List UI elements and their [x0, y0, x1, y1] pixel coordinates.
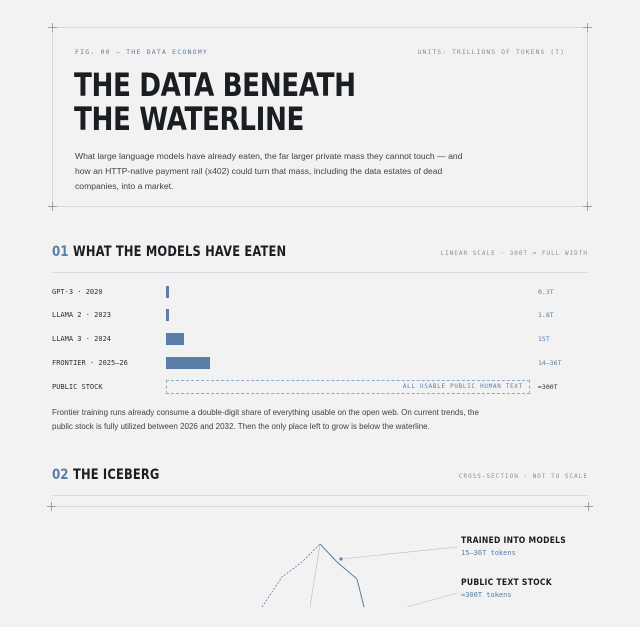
chart-caption: Frontier training runs already consume a…	[52, 408, 479, 431]
hero-description: What large language models have already …	[75, 151, 463, 191]
crosshair-icon	[48, 23, 58, 33]
bar-category-label: LLAMA 3 · 2024	[52, 335, 112, 343]
hero-panel: FIG. 00 — THE DATA ECONOMY UNITS: TRILLI…	[48, 23, 592, 211]
crosshair-icon	[47, 502, 57, 512]
bar	[166, 333, 185, 345]
callout-sub-models: 15–36T tokens	[461, 549, 516, 557]
section-header-models: 01 WHAT THE MODELS HAVE EATEN LINEAR SCA…	[52, 240, 588, 273]
section-title: THE ICEBERG	[73, 467, 160, 483]
bar-row: LLAMA 2 · 2023 1.8T	[52, 308, 588, 322]
section-note: CROSS-SECTION · NOT TO SCALE	[458, 473, 588, 480]
bar-category-label: LLAMA 2 · 2023	[52, 311, 112, 319]
callout-sub-public: ≈300T tokens	[461, 591, 512, 599]
bar-value-label: 1.8T	[538, 311, 554, 319]
bar	[166, 286, 169, 298]
bar-category-label: FRONTIER · 2025–26	[52, 359, 128, 367]
section-header-iceberg: 02 THE ICEBERG CROSS-SECTION · NOT TO SC…	[52, 463, 588, 496]
page-title-line-2: THE WATERLINE	[74, 100, 305, 138]
callout-title-public: PUBLIC TEXT STOCK	[461, 578, 552, 588]
iceberg-diagram: TRAINED INTO MODELS 15–36T tokens PUBLIC…	[47, 502, 593, 627]
bar-track	[166, 285, 530, 299]
bar-track	[166, 356, 530, 370]
section-title: WHAT THE MODELS HAVE EATEN	[73, 244, 287, 260]
bar	[166, 357, 210, 369]
bar	[166, 309, 169, 321]
bar-value-label: 0.3T	[538, 288, 554, 296]
callout-line-models	[340, 546, 458, 560]
iceberg-outline-right	[319, 543, 365, 607]
bar-row: GPT-3 · 2020 0.3T	[52, 285, 588, 299]
bar-value-label: 14–36T	[538, 359, 562, 367]
bar-track: ALL USABLE PUBLIC HUMAN TEXT	[166, 380, 530, 394]
crosshair-icon	[583, 202, 593, 212]
section-number: 02	[52, 467, 69, 483]
section-note: LINEAR SCALE · 300T = FULL WIDTH	[440, 250, 588, 257]
crosshair-icon	[48, 202, 58, 212]
bar-row: PUBLIC STOCK ALL USABLE PUBLIC HUMAN TEXT…	[52, 380, 588, 394]
units-label: UNITS: TRILLIONS OF TOKENS (T)	[417, 48, 565, 56]
page-title-line-1: THE DATA BENEATH	[74, 66, 356, 104]
iceberg-drawing	[261, 543, 458, 607]
bar-value-label: ≈300T	[538, 383, 558, 391]
crosshair-icon	[583, 23, 593, 33]
crosshair-icon	[584, 502, 594, 512]
tokens-bar-chart: GPT-3 · 2020 0.3T LLAMA 2 · 2023 1.8T LLAMA …	[52, 280, 588, 400]
iceberg-ridge	[309, 543, 321, 607]
bar-value-label: 15T	[538, 335, 550, 343]
bar-category-label: PUBLIC STOCK	[52, 383, 103, 391]
bar-category-label: GPT-3 · 2020	[52, 288, 103, 296]
reference-bar-label: ALL USABLE PUBLIC HUMAN TEXT	[402, 384, 523, 390]
page-title: THE DATA BENEATH THE WATERLINE	[74, 68, 356, 136]
section-number: 01	[52, 244, 69, 260]
bar-track	[166, 308, 530, 322]
bar-track	[166, 332, 530, 346]
bar-row: LLAMA 3 · 2024 15T	[52, 332, 588, 346]
callout-title-models: TRAINED INTO MODELS	[461, 536, 567, 546]
callout-line-public	[406, 592, 458, 607]
iceberg-outline-left	[261, 543, 321, 607]
bar-row: FRONTIER · 2025–26 14–36T	[52, 356, 588, 370]
reference-bar: ALL USABLE PUBLIC HUMAN TEXT	[166, 380, 530, 394]
figure-label: FIG. 00 — THE DATA ECONOMY	[75, 48, 208, 56]
